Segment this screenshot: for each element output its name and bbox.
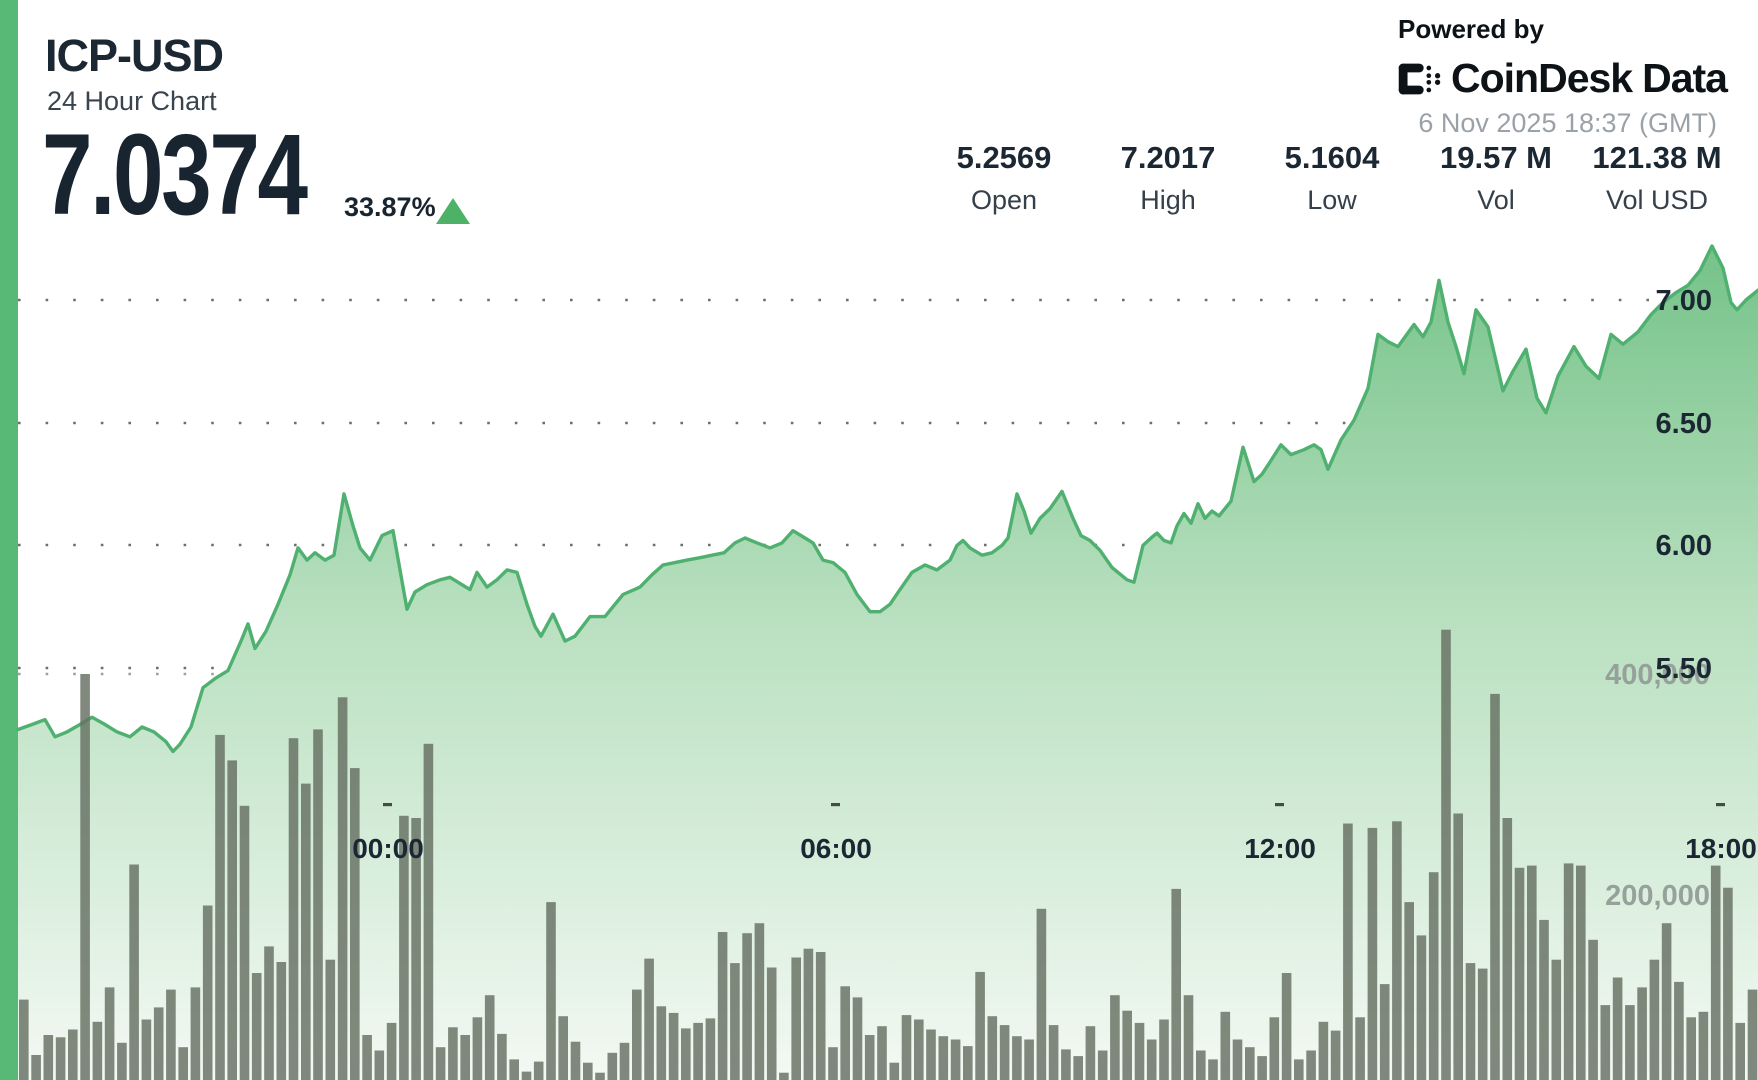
svg-text:12:00: 12:00 <box>1244 833 1316 864</box>
stat-high: 7.2017 High <box>1121 140 1216 216</box>
accent-strip <box>0 0 18 1080</box>
stat-label: Open <box>970 185 1038 215</box>
up-triangle-icon <box>436 198 470 224</box>
stat-label: High <box>1140 185 1196 215</box>
stat-low: 5.1604 Low <box>1285 140 1380 216</box>
stat-value: 5.2569 <box>956 140 1052 175</box>
svg-text:6.00: 6.00 <box>1656 530 1712 562</box>
svg-text:00:00: 00:00 <box>352 833 424 864</box>
last-price-value: 7.0374 <box>42 111 308 239</box>
stat-volume: 19.57 M Vol <box>1440 140 1552 216</box>
powered-by-label: Powered by <box>1398 14 1544 44</box>
stat-volume-usd: 121.38 M Vol USD <box>1592 140 1721 216</box>
timestamp: 6 Nov 2025 18:37 (GMT) <box>1418 108 1717 138</box>
svg-text:6.50: 6.50 <box>1656 408 1712 440</box>
svg-text:200,000: 200,000 <box>1605 880 1710 912</box>
svg-text:5.50: 5.50 <box>1656 653 1712 685</box>
svg-text:06:00: 06:00 <box>800 833 872 864</box>
brand-suffix: Data <box>1642 55 1728 101</box>
stat-value: 121.38 M <box>1592 140 1722 175</box>
svg-text:7.00: 7.00 <box>1656 285 1712 317</box>
stat-label: Vol USD <box>1605 185 1709 215</box>
brand-name: CoinDesk <box>1451 55 1633 101</box>
stat-value: 5.1604 <box>1284 140 1380 175</box>
stat-value: 19.57 M <box>1439 140 1553 175</box>
svg-text:400,000: 400,000 <box>1605 659 1710 691</box>
coindesk-logo: CoinDesk Data <box>1398 55 1728 102</box>
change-percent: 33.87% <box>344 192 436 222</box>
brand-text: CoinDesk Data <box>1451 55 1728 102</box>
stat-label: Low <box>1307 185 1357 215</box>
stat-value: 7.2017 <box>1120 140 1216 175</box>
coindesk-icon <box>1398 63 1441 94</box>
stat-open: 5.2569 Open <box>957 140 1052 216</box>
page-title: ICP-USD <box>45 30 224 81</box>
stat-label: Vol <box>1477 185 1515 215</box>
svg-text:18:00: 18:00 <box>1685 833 1757 864</box>
chart-subtitle: 24 Hour Chart <box>47 86 217 116</box>
